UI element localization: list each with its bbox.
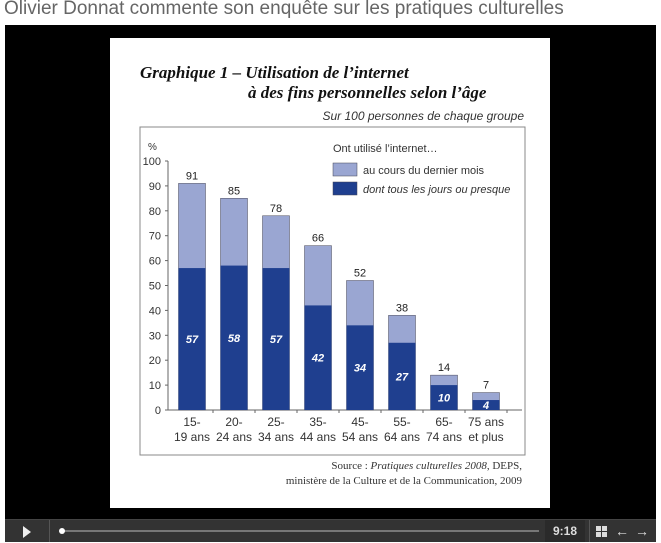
x-tick-label: 20- bbox=[225, 415, 242, 429]
data-label-month: 78 bbox=[270, 203, 282, 215]
y-tick-label: 10 bbox=[149, 380, 161, 392]
time-display: 9:18 bbox=[545, 520, 585, 542]
arrow-left-icon: ← bbox=[615, 523, 629, 539]
bar-7-daily bbox=[472, 400, 500, 410]
y-tick-label: 70 bbox=[149, 231, 161, 243]
x-tick-label: 25- bbox=[267, 415, 284, 429]
y-tick-label: 40 bbox=[149, 305, 161, 317]
x-tick-label: 75 ans bbox=[468, 415, 504, 429]
x-tick-label: 65- bbox=[435, 415, 452, 429]
bar-6-daily bbox=[430, 385, 458, 410]
player-controls: 9:18 ← → bbox=[5, 519, 656, 542]
x-tick-label: 44 ans bbox=[300, 430, 336, 444]
y-axis-label: % bbox=[148, 142, 157, 153]
page-title: Olivier Donnat commente son enquête sur … bbox=[4, 0, 564, 19]
y-tick-label: 20 bbox=[149, 355, 161, 367]
next-button[interactable]: → bbox=[633, 520, 651, 542]
bar-2-daily bbox=[262, 268, 290, 410]
seek-handle[interactable] bbox=[59, 528, 65, 534]
plot-frame bbox=[139, 126, 526, 456]
x-tick-label: 24 ans bbox=[216, 430, 252, 444]
y-tick-label: 90 bbox=[149, 181, 161, 193]
x-tick-label: 35- bbox=[309, 415, 326, 429]
x-tick-label: 54 ans bbox=[342, 430, 378, 444]
data-label-daily: 4 bbox=[482, 400, 489, 412]
data-label-daily: 57 bbox=[186, 334, 199, 346]
chart-subtitle: Sur 100 personnes de chaque groupe bbox=[323, 109, 525, 123]
play-icon bbox=[23, 525, 31, 538]
grid-icon bbox=[595, 526, 607, 538]
legend-swatch bbox=[332, 162, 358, 177]
y-tick-label: 30 bbox=[149, 330, 161, 342]
x-tick-label: 19 ans bbox=[174, 430, 210, 444]
legend-label: au cours du dernier mois bbox=[363, 165, 485, 177]
data-label-month: 14 bbox=[438, 362, 450, 374]
bar-1-daily bbox=[220, 265, 248, 410]
seek-bar[interactable] bbox=[57, 520, 539, 542]
y-tick-label: 100 bbox=[143, 156, 161, 168]
bar-0-daily bbox=[178, 268, 206, 410]
chart-title-line2: à des fins personnelles selon l’âge bbox=[248, 83, 487, 102]
x-tick-label: 64 ans bbox=[384, 430, 420, 444]
data-label-month: 85 bbox=[228, 185, 240, 197]
x-tick-label: 15- bbox=[183, 415, 200, 429]
y-tick-label: 50 bbox=[149, 281, 161, 293]
data-label-month: 38 bbox=[396, 302, 408, 314]
y-tick-label: 80 bbox=[149, 206, 161, 218]
play-button[interactable] bbox=[5, 520, 50, 542]
x-tick-label: 34 ans bbox=[258, 430, 294, 444]
data-label-month: 91 bbox=[186, 170, 198, 182]
legend-swatch bbox=[332, 181, 358, 196]
x-tick-label: et plus bbox=[468, 430, 503, 444]
legend-label: dont tous les jours ou presque bbox=[363, 184, 510, 196]
data-label-month: 52 bbox=[354, 268, 366, 280]
data-label-daily: 34 bbox=[354, 363, 366, 375]
x-tick-label: 55- bbox=[393, 415, 410, 429]
data-label-daily: 57 bbox=[270, 334, 283, 346]
data-label-daily: 10 bbox=[438, 393, 451, 405]
prev-button[interactable]: ← bbox=[613, 520, 631, 542]
bar-4-daily bbox=[346, 325, 374, 410]
x-tick-label: 45- bbox=[351, 415, 368, 429]
y-tick-label: 60 bbox=[149, 256, 161, 268]
data-label-month: 7 bbox=[483, 380, 489, 392]
data-label-daily: 58 bbox=[228, 333, 241, 345]
data-label-daily: 27 bbox=[395, 371, 409, 383]
legend-title: Ont utilisé l’internet… bbox=[333, 143, 438, 155]
x-tick-label: 74 ans bbox=[426, 430, 462, 444]
data-label-month: 66 bbox=[312, 233, 324, 245]
data-label-daily: 42 bbox=[311, 353, 324, 365]
y-tick-label: 0 bbox=[155, 405, 161, 417]
grid-button[interactable] bbox=[589, 520, 612, 542]
chart-title: Graphique 1 – Utilisation de l’internet bbox=[140, 63, 410, 82]
bar-3-daily bbox=[304, 305, 332, 410]
source-line1: Source : Pratiques culturelles 2008, DEP… bbox=[331, 460, 522, 472]
bar-5-daily bbox=[388, 342, 416, 410]
source-line2: ministère de la Culture et de la Communi… bbox=[286, 475, 523, 487]
arrow-right-icon: → bbox=[635, 523, 649, 539]
